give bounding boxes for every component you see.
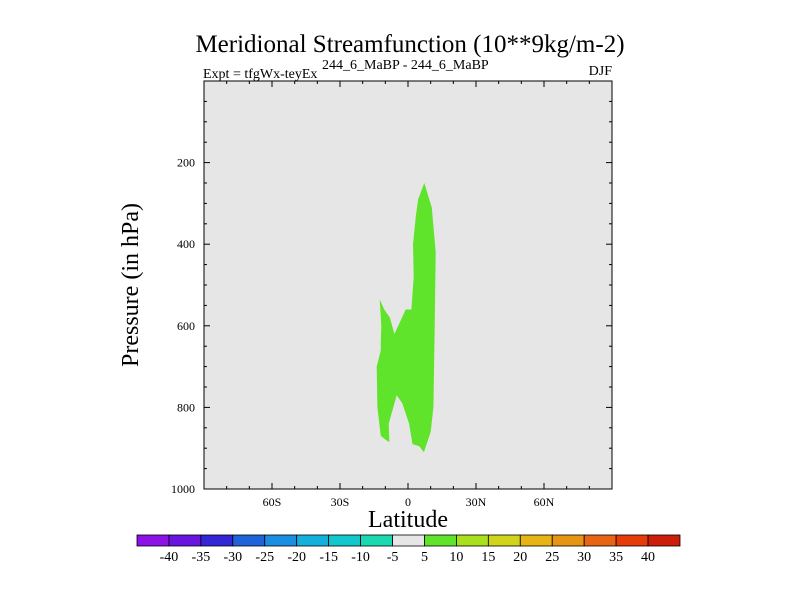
plot-background bbox=[204, 81, 612, 489]
colorbar-swatch bbox=[615, 534, 649, 547]
colorbar-swatch bbox=[487, 534, 521, 547]
x-tick-label: 60N bbox=[534, 495, 555, 509]
colorbar-label: 10 bbox=[449, 550, 463, 565]
colorbar-label: -10 bbox=[351, 550, 370, 565]
colorbar-swatch bbox=[424, 534, 457, 547]
colorbar-swatch bbox=[168, 534, 202, 547]
x-tick-label: 30N bbox=[466, 495, 487, 509]
colorbar-swatch bbox=[551, 534, 585, 547]
colorbar-swatch bbox=[136, 534, 170, 547]
colorbar: -40 -35 -30 -25 -20 -15 -10 -5 5 10 15 20 25 30 35 40 bbox=[136, 534, 681, 565]
y-tick-label: 800 bbox=[177, 400, 195, 414]
x-tick-label: 60S bbox=[263, 495, 282, 509]
colorbar-swatch bbox=[328, 534, 361, 547]
experiment-label: Expt = tfgWx-teyEx bbox=[203, 67, 317, 82]
colorbar-swatch bbox=[519, 534, 553, 547]
x-tick-label: 0 bbox=[405, 495, 411, 509]
x-tick-label: 30S bbox=[331, 495, 350, 509]
colorbar-swatch bbox=[583, 534, 617, 547]
colorbar-label: -35 bbox=[192, 550, 211, 565]
colorbar-label: 35 bbox=[609, 550, 623, 565]
axis-ticks: 60S 30S 0 30N 60N 200 400 600 800 1000 bbox=[171, 80, 613, 509]
chart-title: Meridional Streamfunction (10**9kg/m-2) bbox=[195, 31, 624, 58]
colorbar-label: 40 bbox=[641, 550, 655, 565]
colorbar-swatch bbox=[360, 534, 393, 547]
colorbar-swatch bbox=[200, 534, 234, 547]
colorbar-label: -25 bbox=[255, 550, 274, 565]
experiment-name-label: 244_6_MaBP - 244_6_MaBP bbox=[322, 58, 489, 73]
colorbar-label: 30 bbox=[577, 550, 591, 565]
colorbar-label: 25 bbox=[545, 550, 559, 565]
colorbar-swatch bbox=[392, 534, 425, 547]
colorbar-swatch bbox=[264, 534, 298, 547]
colorbar-label: 15 bbox=[481, 550, 495, 565]
y-tick-label: 600 bbox=[177, 319, 195, 333]
colorbar-swatch bbox=[232, 534, 266, 547]
colorbar-label: 5 bbox=[421, 550, 428, 565]
x-axis-label: Latitude bbox=[368, 507, 448, 533]
colorbar-label: -30 bbox=[223, 550, 242, 565]
y-tick-label: 1000 bbox=[171, 482, 195, 496]
colorbar-label: 20 bbox=[513, 550, 527, 565]
colorbar-swatch bbox=[647, 534, 681, 547]
colorbar-label: -20 bbox=[287, 550, 306, 565]
colorbar-label: -15 bbox=[319, 550, 338, 565]
y-tick-label: 200 bbox=[177, 156, 195, 170]
colorbar-label: -5 bbox=[387, 550, 399, 565]
contour-region-0 bbox=[376, 183, 436, 453]
colorbar-swatch bbox=[456, 534, 489, 547]
y-tick-label: 400 bbox=[177, 237, 195, 251]
y-axis-label: Pressure (in hPa) bbox=[118, 203, 144, 367]
contour-regions bbox=[376, 183, 436, 453]
plot-frame bbox=[203, 80, 613, 490]
colorbar-swatch bbox=[296, 534, 330, 547]
colorbar-label: -40 bbox=[160, 550, 179, 565]
season-label: DJF bbox=[589, 64, 613, 79]
